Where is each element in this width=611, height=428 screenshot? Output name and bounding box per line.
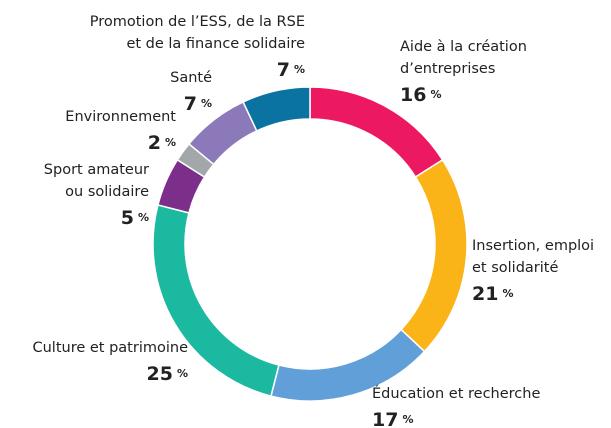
value-label: 7% xyxy=(277,59,305,81)
segment-label: Sport amateur xyxy=(44,162,149,178)
value-label: 7% xyxy=(184,93,212,115)
value-unit: % xyxy=(294,63,305,76)
value-label: 5% xyxy=(121,207,149,229)
donut-segment xyxy=(242,86,311,132)
segment-label: Aide à la création xyxy=(400,39,527,55)
donut-segment xyxy=(400,158,468,353)
segment-label: et de la finance solidaire xyxy=(126,36,305,52)
segment-label: ou solidaire xyxy=(65,184,149,200)
segment-label: Culture et patrimoine xyxy=(32,340,188,356)
segment-label: Insertion, emploi xyxy=(472,238,594,254)
value-label: 25% xyxy=(147,363,188,385)
value-unit: % xyxy=(430,88,441,101)
value-number: 7 xyxy=(184,93,197,115)
segment-label: Éducation et recherche xyxy=(372,385,540,402)
value-number: 21 xyxy=(472,283,498,305)
value-number: 25 xyxy=(147,363,173,385)
segment-label: Promotion de l’ESS, de la RSE xyxy=(90,14,305,30)
value-number: 5 xyxy=(121,207,134,229)
value-number: 2 xyxy=(148,132,161,154)
value-unit: % xyxy=(138,211,149,224)
value-unit: % xyxy=(177,367,188,380)
value-label: 21% xyxy=(472,283,513,305)
value-unit: % xyxy=(201,97,212,110)
value-unit: % xyxy=(165,136,176,149)
segment-label: Santé xyxy=(170,70,212,86)
value-label: 2% xyxy=(148,132,176,154)
value-number: 16 xyxy=(400,84,426,106)
value-number: 17 xyxy=(372,409,398,428)
value-number: 7 xyxy=(277,59,290,81)
value-label: 16% xyxy=(400,84,441,106)
value-unit: % xyxy=(502,287,513,300)
segment-label: Environnement xyxy=(65,109,176,125)
segment-label: et solidarité xyxy=(472,260,558,276)
segment-label: d’entreprises xyxy=(400,61,495,77)
value-unit: % xyxy=(402,413,413,426)
value-label: 17% xyxy=(372,409,413,428)
